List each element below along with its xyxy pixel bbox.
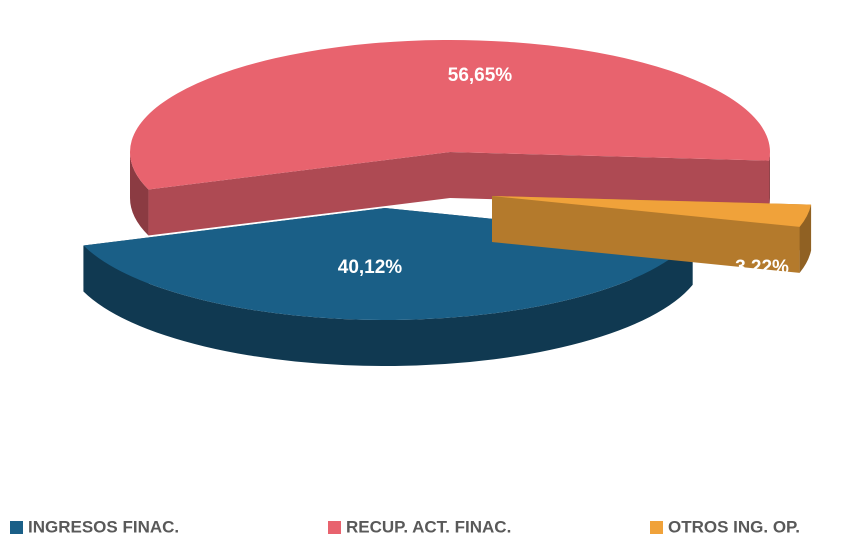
legend-label: RECUP. ACT. FINAC. bbox=[346, 517, 511, 536]
slice-cut bbox=[148, 152, 450, 236]
legend-label: OTROS ING. OP. bbox=[668, 517, 800, 536]
legend-swatch bbox=[328, 521, 341, 534]
slice-side bbox=[83, 238, 693, 367]
value-label: 56,65% bbox=[448, 65, 513, 86]
slice-side bbox=[130, 152, 149, 236]
slice bbox=[492, 196, 812, 227]
value-label: 40,12% bbox=[338, 257, 403, 278]
slice-cut bbox=[450, 152, 770, 207]
legend-swatch bbox=[10, 521, 23, 534]
value-label: 3,22% bbox=[735, 257, 789, 278]
legend-label: INGRESOS FINAC. bbox=[28, 517, 179, 536]
slice-side bbox=[799, 204, 812, 273]
slice bbox=[129, 40, 770, 190]
slice-cut bbox=[492, 196, 800, 273]
legend-swatch bbox=[650, 521, 663, 534]
slice-side bbox=[769, 152, 770, 207]
